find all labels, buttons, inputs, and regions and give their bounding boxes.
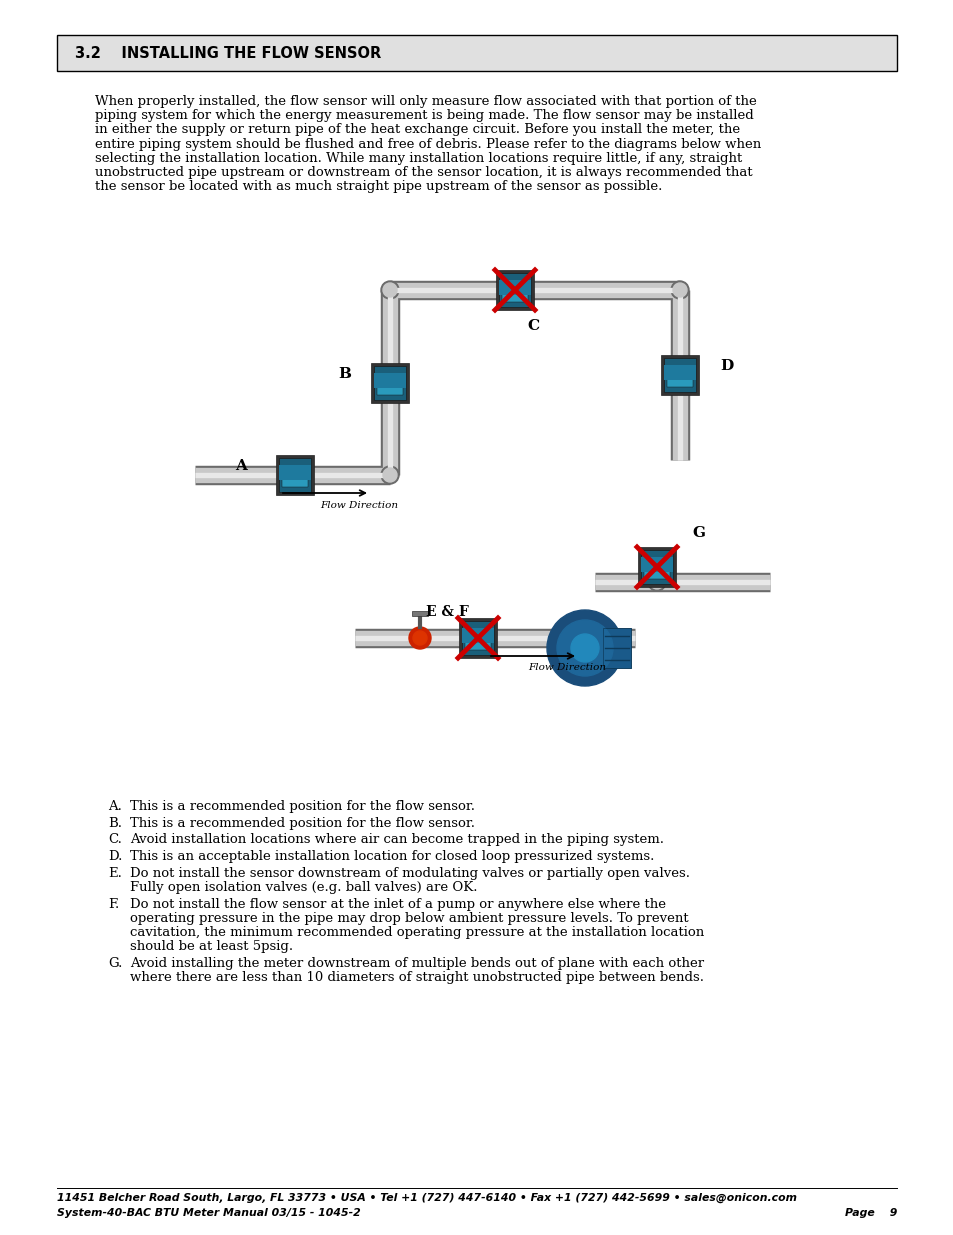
Text: This is a recommended position for the flow sensor.: This is a recommended position for the f…	[130, 816, 475, 830]
Bar	[666, 370, 692, 387]
Bar	[602, 629, 630, 668]
Bar	[663, 358, 696, 391]
Circle shape	[380, 282, 398, 299]
Text: operating pressure in the pipe may drop below ambient pressure levels. To preven: operating pressure in the pipe may drop …	[130, 911, 688, 925]
Text: B.: B.	[108, 816, 122, 830]
Bar	[640, 557, 672, 572]
Text: Avoid installation locations where air can become trapped in the piping system.: Avoid installation locations where air c…	[130, 834, 663, 846]
Bar	[461, 621, 494, 655]
Bar	[57, 35, 896, 70]
Text: E & F: E & F	[426, 605, 468, 619]
Bar	[498, 273, 531, 308]
Bar	[638, 547, 676, 587]
Bar	[501, 285, 527, 303]
Text: 3.2    INSTALLING THE FLOW SENSOR: 3.2 INSTALLING THE FLOW SENSOR	[75, 46, 381, 61]
Bar	[640, 550, 672, 584]
Bar	[278, 458, 311, 492]
Text: cavitation, the minimum recommended operating pressure at the installation locat: cavitation, the minimum recommended oper…	[130, 926, 703, 939]
Text: 11451 Belcher Road South, Largo, FL 33773 • USA • Tel +1 (727) 447-6140 • Fax +1: 11451 Belcher Road South, Largo, FL 3377…	[57, 1193, 796, 1203]
Text: E.: E.	[108, 867, 122, 879]
Text: This is a recommended position for the flow sensor.: This is a recommended position for the f…	[130, 800, 475, 813]
Text: G.: G.	[108, 957, 122, 969]
Text: where there are less than 10 diameters of straight unobstructed pipe between ben: where there are less than 10 diameters o…	[130, 971, 703, 984]
Bar	[496, 270, 534, 310]
Circle shape	[409, 627, 431, 650]
Circle shape	[380, 466, 398, 484]
Text: C.: C.	[108, 834, 122, 846]
Bar	[458, 618, 497, 658]
Text: should be at least 5psig.: should be at least 5psig.	[130, 940, 293, 953]
Circle shape	[382, 468, 396, 482]
Text: Avoid installing the meter downstream of multiple bends out of plane with each o: Avoid installing the meter downstream of…	[130, 957, 703, 969]
Text: entire piping system should be flushed and free of debris. Please refer to the d: entire piping system should be flushed a…	[95, 137, 760, 151]
Text: Flow Direction: Flow Direction	[319, 500, 397, 510]
Text: System-40-BAC BTU Meter Manual 03/15 - 1045-2: System-40-BAC BTU Meter Manual 03/15 - 1…	[57, 1208, 360, 1218]
Text: in either the supply or return pipe of the heat exchange circuit. Before you ins: in either the supply or return pipe of t…	[95, 124, 740, 136]
Text: Fully open isolation valves (e.g. ball valves) are OK.: Fully open isolation valves (e.g. ball v…	[130, 881, 477, 894]
Bar	[376, 378, 402, 395]
Bar	[374, 373, 406, 388]
Circle shape	[413, 631, 427, 645]
Bar	[278, 466, 311, 480]
Bar	[282, 471, 308, 487]
Bar	[374, 366, 406, 400]
Text: When properly installed, the flow sensor will only measure flow associated with : When properly installed, the flow sensor…	[95, 95, 756, 107]
Circle shape	[647, 573, 665, 592]
Bar	[602, 629, 630, 668]
Text: piping system for which the energy measurement is being made. The flow sensor ma: piping system for which the energy measu…	[95, 109, 753, 122]
Bar	[371, 363, 409, 403]
Text: Flow Direction: Flow Direction	[527, 663, 605, 673]
Text: A: A	[234, 459, 247, 473]
Text: Do not install the flow sensor at the inlet of a pump or anywhere else where the: Do not install the flow sensor at the in…	[130, 898, 665, 910]
Text: G: G	[691, 526, 704, 540]
Circle shape	[546, 610, 622, 685]
Text: unobstructed pipe upstream or downstream of the sensor location, it is always re: unobstructed pipe upstream or downstream…	[95, 165, 752, 179]
Bar	[412, 611, 428, 616]
Circle shape	[670, 282, 688, 299]
Circle shape	[649, 576, 663, 589]
Text: Page    9: Page 9	[843, 1208, 896, 1218]
Bar	[461, 629, 494, 643]
Bar	[275, 454, 314, 495]
Bar	[663, 366, 696, 380]
Text: D: D	[720, 359, 733, 373]
Text: B: B	[337, 367, 351, 382]
Bar	[660, 354, 699, 395]
Circle shape	[382, 283, 396, 296]
Circle shape	[571, 634, 598, 662]
Bar	[498, 280, 531, 295]
Text: Do not install the sensor downstream of modulating valves or partially open valv: Do not install the sensor downstream of …	[130, 867, 689, 879]
Text: selecting the installation location. While many installation locations require l: selecting the installation location. Whi…	[95, 152, 741, 164]
Text: C: C	[526, 319, 538, 333]
Bar	[464, 634, 491, 650]
Bar	[643, 562, 669, 579]
Text: A.: A.	[108, 800, 122, 813]
Circle shape	[672, 283, 686, 296]
Circle shape	[557, 620, 613, 676]
Text: the sensor be located with as much straight pipe upstream of the sensor as possi: the sensor be located with as much strai…	[95, 180, 661, 193]
Text: This is an acceptable installation location for closed loop pressurized systems.: This is an acceptable installation locat…	[130, 850, 654, 863]
Text: D.: D.	[108, 850, 122, 863]
Text: F.: F.	[108, 898, 119, 910]
